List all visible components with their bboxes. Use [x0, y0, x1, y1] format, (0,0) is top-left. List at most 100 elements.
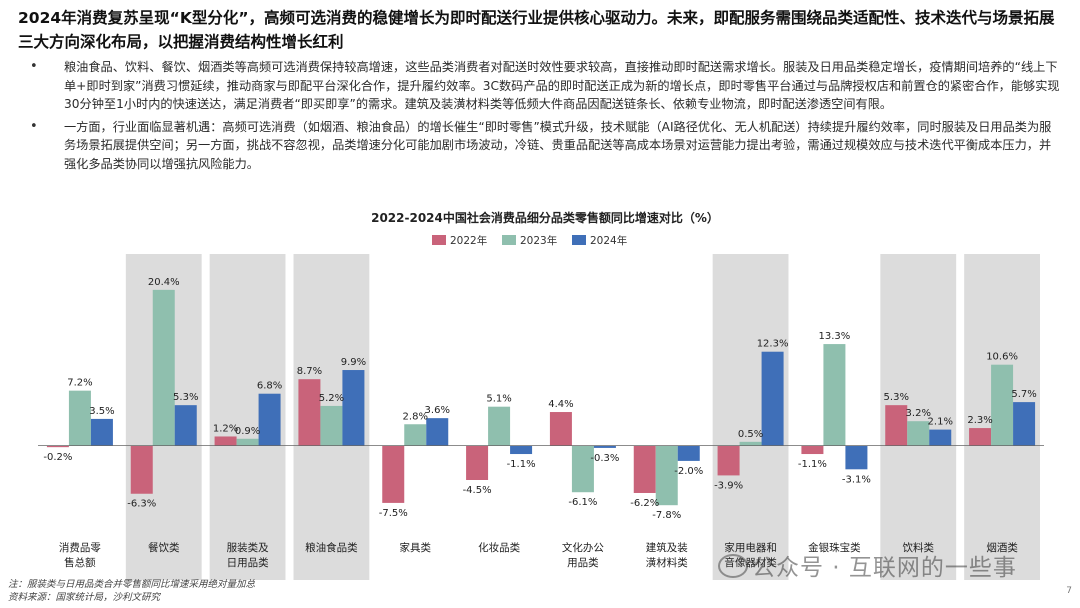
- page-number: 7: [1066, 586, 1072, 596]
- bar: [991, 364, 1014, 446]
- legend-label: 2023年: [520, 234, 557, 247]
- bar: [801, 445, 824, 455]
- bar: [677, 445, 700, 461]
- data-label: 5.1%: [486, 394, 511, 405]
- bar: [46, 445, 69, 448]
- data-label: 0.5%: [738, 429, 763, 440]
- bar: [320, 405, 343, 446]
- data-label: 13.3%: [819, 331, 851, 342]
- bar: [845, 445, 868, 470]
- bar-chart: 2022-2024中国社会消费品细分品类零售额同比增速对比（%） 2022年 20…: [38, 210, 1044, 580]
- bar: [761, 351, 784, 446]
- bar: [404, 424, 427, 446]
- data-label: 1.2%: [213, 423, 238, 434]
- category-label: 家具类: [400, 541, 432, 554]
- footnotes: 注：服装类与日用品类合并零售额同比增速采用绝对量加总 资料来源：国家统计局，沙利…: [8, 578, 255, 604]
- category-label: 文化办公用品类: [562, 541, 604, 569]
- category-label: 烟酒类: [986, 541, 1018, 554]
- bar: [1013, 402, 1036, 446]
- data-label: 5.2%: [319, 393, 344, 404]
- bar: [907, 421, 930, 446]
- bar: [549, 412, 572, 446]
- bar: [885, 405, 908, 446]
- data-label: -6.2%: [630, 498, 659, 509]
- bullet-item: 一方面，行业面临显著机遇：高频可选消费（如烟酒、粮油食品）的增长催生“即时零售”…: [30, 118, 1060, 174]
- category-label: 消费品零售总额: [59, 541, 101, 569]
- bar: [236, 438, 259, 446]
- bar: [823, 344, 846, 446]
- category-label: 金银珠宝类: [808, 541, 861, 554]
- data-label: 3.6%: [425, 405, 450, 416]
- legend-swatch: [502, 235, 516, 245]
- data-label: 3.2%: [906, 408, 931, 419]
- headline: 2024年消费复苏呈现“K型分化”，高频可选消费的稳健增长为即时配送行业提供核心…: [18, 9, 1055, 51]
- bar: [466, 445, 489, 480]
- category-label: 餐饮类: [148, 541, 180, 554]
- bar: [488, 406, 511, 446]
- data-label: -1.1%: [507, 459, 536, 470]
- legend-label: 2024年: [590, 234, 627, 247]
- footnote-note: 注：服装类与日用品类合并零售额同比增速采用绝对量加总: [8, 579, 256, 590]
- bar: [426, 418, 449, 446]
- bar: [130, 445, 153, 494]
- bar: [68, 390, 91, 446]
- data-label: 10.6%: [986, 352, 1018, 363]
- bullet-list: 粮油食品、饮料、餐饮、烟酒类等高频可选消费保持较高增速，这些品类消费者对配送时效…: [30, 58, 1060, 177]
- bar: [258, 393, 281, 446]
- bar: [298, 379, 321, 446]
- data-label: -0.2%: [43, 452, 72, 463]
- bar: [152, 289, 175, 446]
- data-label: -2.0%: [674, 466, 703, 477]
- bar: [593, 445, 616, 448]
- data-label: 5.7%: [1011, 389, 1036, 400]
- watermark-text: 公众号 · 互联网的一些事: [752, 555, 1017, 581]
- bar: [382, 445, 405, 503]
- legend-label: 2022年: [450, 234, 487, 247]
- data-label: 9.9%: [341, 357, 366, 368]
- data-label: -7.5%: [379, 508, 408, 519]
- bar: [342, 370, 365, 446]
- bar: [571, 445, 594, 493]
- data-label: 8.7%: [297, 366, 322, 377]
- bar: [717, 445, 740, 476]
- data-label: -7.8%: [652, 510, 681, 521]
- data-label: 6.8%: [257, 381, 282, 392]
- data-label: 2.8%: [403, 411, 428, 422]
- bar: [739, 441, 762, 446]
- data-label: 3.5%: [89, 406, 114, 417]
- bar: [174, 405, 197, 446]
- bar: [510, 445, 533, 455]
- legend-swatch: [572, 235, 586, 245]
- category-label: 服装类及日用品类: [227, 541, 269, 569]
- data-label: 7.2%: [67, 378, 92, 389]
- watermark: 公众号 · 互联网的一些事: [718, 548, 1017, 582]
- data-label: 2.1%: [928, 417, 953, 428]
- bar: [214, 436, 237, 446]
- data-label: -3.1%: [842, 474, 871, 485]
- data-label: -4.5%: [463, 485, 492, 496]
- bar: [90, 418, 113, 446]
- category-label: 建筑及装潢材料类: [646, 541, 688, 569]
- footnote-source: 资料来源：国家统计局，沙利文研究: [8, 592, 161, 603]
- data-label: 20.4%: [148, 277, 180, 288]
- wechat-icon: [718, 554, 748, 578]
- data-label: -6.1%: [568, 497, 597, 508]
- bar: [655, 445, 678, 506]
- data-label: -6.3%: [127, 499, 156, 510]
- data-label: -1.1%: [798, 459, 827, 470]
- chart-legend: 2022年 2023年 2024年: [432, 234, 627, 247]
- bar: [969, 428, 992, 446]
- category-label: 化妆品类: [478, 541, 520, 554]
- data-label: -0.3%: [590, 453, 619, 464]
- data-label: 4.4%: [548, 399, 573, 410]
- bar: [633, 445, 656, 493]
- data-label: 12.3%: [757, 339, 789, 350]
- data-label: -3.9%: [714, 480, 743, 491]
- category-label: 饮料类: [903, 541, 935, 554]
- data-label: 5.3%: [884, 392, 909, 403]
- data-label: 5.3%: [173, 392, 198, 403]
- data-label: 2.3%: [967, 415, 992, 426]
- bullet-item: 粮油食品、饮料、餐饮、烟酒类等高频可选消费保持较高增速，这些品类消费者对配送时效…: [30, 58, 1060, 114]
- data-label: 0.9%: [235, 426, 260, 437]
- category-label: 粮油食品类: [305, 541, 358, 554]
